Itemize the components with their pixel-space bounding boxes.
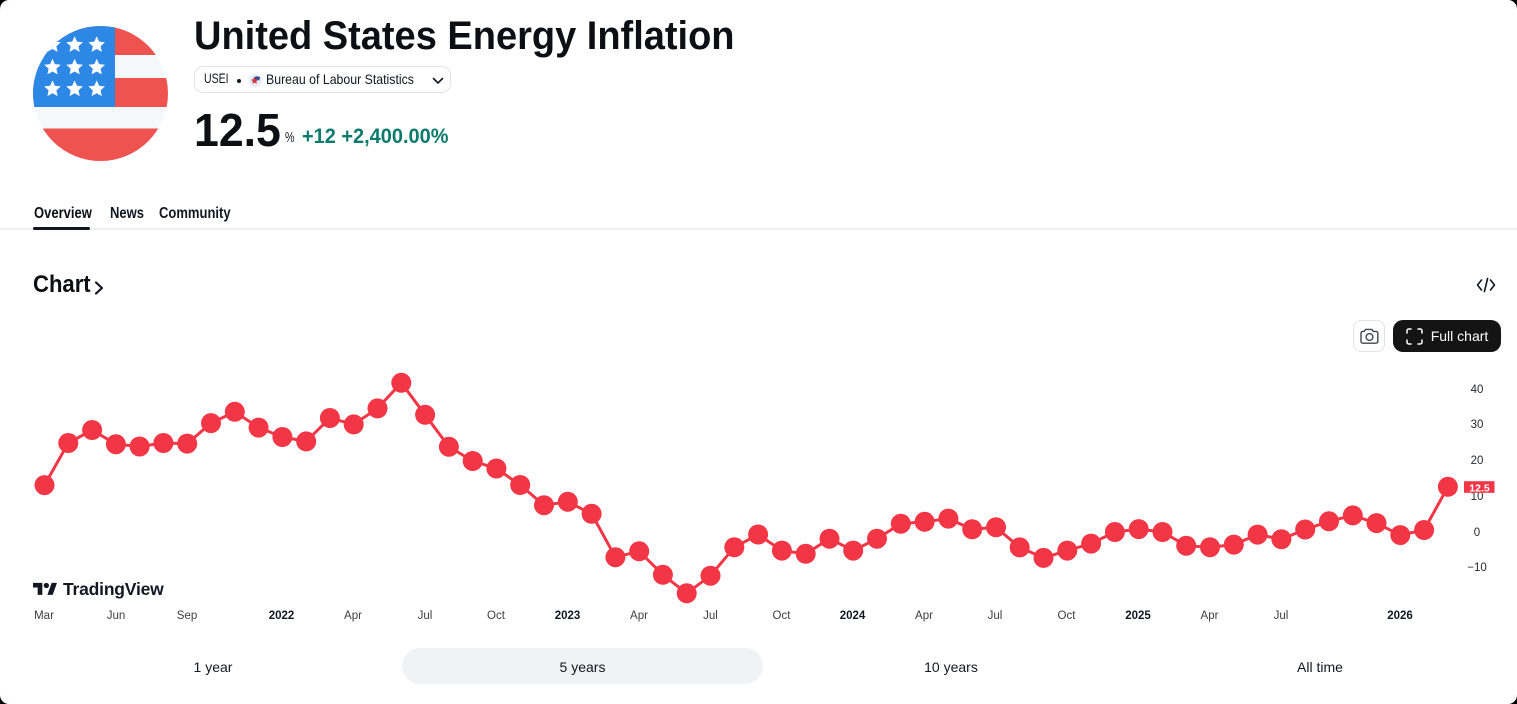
- svg-text:Jul: Jul: [988, 610, 1003, 622]
- svg-text:12.5: 12.5: [1469, 483, 1490, 495]
- svg-text:Apr: Apr: [1201, 610, 1219, 622]
- svg-text:Apr: Apr: [915, 610, 933, 622]
- svg-text:Jul: Jul: [1274, 610, 1289, 622]
- svg-text:0: 0: [1474, 527, 1480, 539]
- svg-text:2025: 2025: [1125, 610, 1151, 622]
- svg-text:−10: −10: [1467, 562, 1487, 574]
- svg-text:Sep: Sep: [177, 610, 197, 622]
- svg-text:20: 20: [1471, 455, 1484, 467]
- svg-text:Oct: Oct: [1058, 610, 1077, 622]
- svg-text:2024: 2024: [840, 610, 866, 622]
- svg-text:Jul: Jul: [703, 610, 718, 622]
- svg-text:2022: 2022: [269, 610, 295, 622]
- svg-text:2023: 2023: [555, 610, 581, 622]
- svg-text:Apr: Apr: [630, 610, 648, 622]
- svg-text:Oct: Oct: [773, 610, 792, 622]
- svg-text:30: 30: [1471, 419, 1484, 431]
- svg-text:10: 10: [1471, 491, 1484, 503]
- svg-text:Apr: Apr: [344, 610, 362, 622]
- svg-text:Oct: Oct: [487, 610, 506, 622]
- svg-text:40: 40: [1471, 384, 1484, 396]
- svg-text:Jul: Jul: [418, 610, 433, 622]
- svg-text:2026: 2026: [1387, 610, 1413, 622]
- svg-text:Jun: Jun: [107, 610, 126, 622]
- svg-text:Mar: Mar: [34, 610, 54, 622]
